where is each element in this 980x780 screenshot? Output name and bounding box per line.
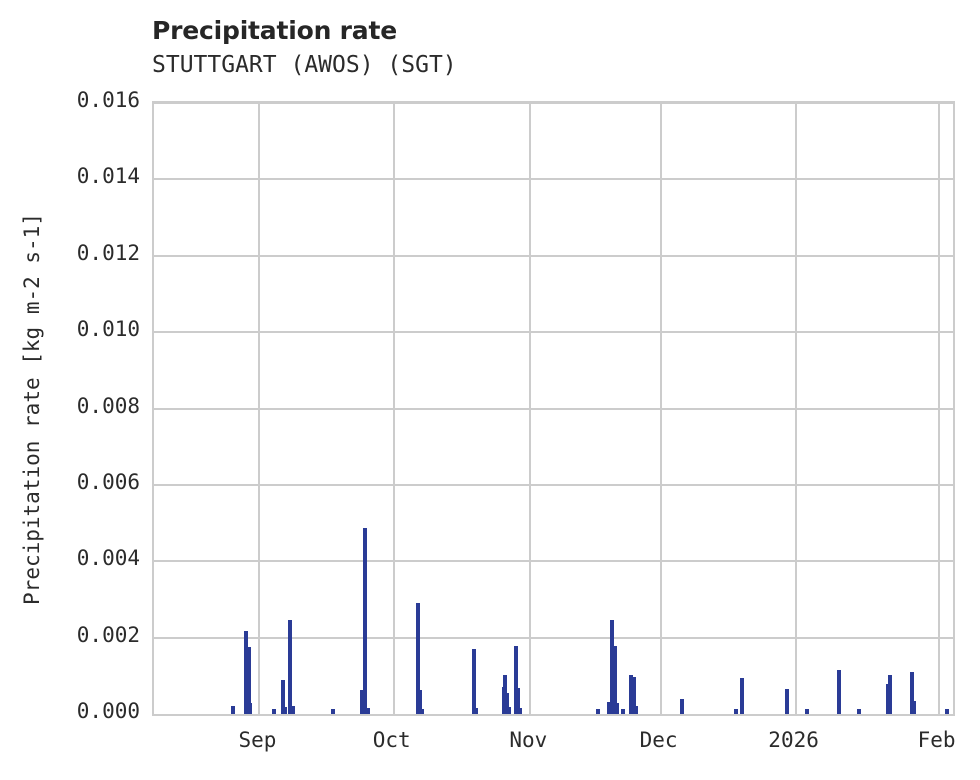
y-tick-label: 0.002 xyxy=(76,622,140,647)
data-bar xyxy=(420,709,425,714)
data-bar xyxy=(473,708,478,714)
data-bar xyxy=(612,646,617,714)
y-axis-tick-labels: 0.000 0.002 0.004 0.006 0.008 0.010 0.012 0.014… xyxy=(32,88,140,723)
data-bar xyxy=(610,620,615,714)
data-bar xyxy=(418,690,423,714)
data-bar xyxy=(912,700,917,714)
chart-subtitle: STUTTGART (AWOS) (SGT) xyxy=(152,52,457,78)
y-tick-label: 0.016 xyxy=(76,88,140,112)
data-bar xyxy=(909,672,914,714)
y-tick-label: 0.014 xyxy=(76,164,140,189)
data-bar xyxy=(504,693,509,714)
y-tick-label: 0.004 xyxy=(76,546,140,571)
data-bar xyxy=(244,630,249,714)
gridline-vertical xyxy=(529,103,532,714)
data-bar xyxy=(272,709,277,714)
data-bar xyxy=(513,646,518,714)
data-bar xyxy=(248,703,253,714)
data-bar xyxy=(517,707,522,714)
y-tick-label: 0.006 xyxy=(76,469,140,494)
data-bar xyxy=(945,709,949,714)
data-bar xyxy=(365,707,370,714)
data-bar xyxy=(363,527,368,714)
data-bar xyxy=(888,675,893,714)
y-tick-label: 0.000 xyxy=(76,699,140,723)
data-bar xyxy=(288,620,293,714)
data-bar xyxy=(330,708,335,714)
data-bar xyxy=(515,688,520,714)
gridline-vertical xyxy=(794,103,797,714)
gridline-vertical xyxy=(937,103,940,714)
data-bar xyxy=(805,709,810,714)
data-bar xyxy=(785,689,790,714)
data-bar xyxy=(282,707,287,714)
data-bar xyxy=(471,649,476,714)
x-tick-label: Oct xyxy=(372,728,411,752)
x-tick-label: Sep xyxy=(238,728,277,752)
gridline-horizontal xyxy=(154,103,953,104)
data-bar xyxy=(734,709,739,714)
gridline-vertical xyxy=(659,103,662,714)
y-tick-label: 0.008 xyxy=(76,393,140,418)
chart-title: Precipitation rate xyxy=(152,16,397,45)
gridline-horizontal xyxy=(154,560,953,563)
data-bar xyxy=(281,680,286,714)
data-bar xyxy=(231,705,236,714)
data-bar xyxy=(885,684,890,714)
y-tick-label: 0.012 xyxy=(76,240,140,265)
data-bar xyxy=(629,674,634,714)
gridline-vertical xyxy=(392,103,395,714)
gridline-horizontal xyxy=(154,483,953,486)
y-tick-label: 0.010 xyxy=(76,317,140,342)
x-tick-label: Dec xyxy=(639,728,678,752)
data-bar xyxy=(607,701,612,714)
gridline-horizontal xyxy=(154,178,953,181)
data-bar xyxy=(857,709,862,714)
x-tick-label: 2026 xyxy=(768,728,819,752)
x-tick-label: Nov xyxy=(509,728,548,752)
data-bar xyxy=(615,703,620,714)
data-bar xyxy=(290,705,295,714)
gridline-horizontal xyxy=(154,254,953,257)
x-axis-tick-labels: Sep Oct Nov Dec 2026 Feb xyxy=(152,728,955,758)
data-bar xyxy=(246,647,251,714)
data-bar xyxy=(837,670,842,714)
data-bar xyxy=(621,709,626,714)
gridline-horizontal xyxy=(154,636,953,639)
data-bar xyxy=(679,698,684,714)
data-bar xyxy=(416,603,421,714)
data-bar xyxy=(631,676,636,714)
data-bar xyxy=(634,705,639,714)
data-bar xyxy=(507,707,512,714)
x-tick-label: Feb xyxy=(917,728,956,752)
gridline-horizontal xyxy=(154,331,953,334)
gridline-horizontal xyxy=(154,407,953,410)
data-bar xyxy=(360,690,365,714)
plot-area xyxy=(152,101,955,716)
data-bar xyxy=(595,709,600,714)
data-bar xyxy=(739,677,744,714)
gridline-vertical xyxy=(258,103,261,714)
